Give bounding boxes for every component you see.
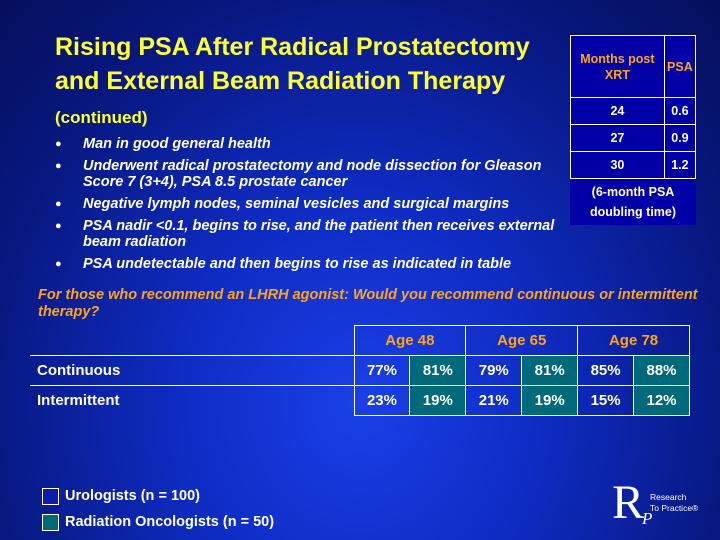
value-rad-onc: 12% [633,385,690,416]
title-main: Rising PSA After Radical Prostatectomy a… [55,33,530,95]
bullet-item: PSA undetectable and then begins to rise… [55,256,565,272]
slide-title: Rising PSA After Radical Prostatectomy a… [55,30,555,135]
psa-months: 24 [570,97,665,125]
row-label: Intermittent [30,385,354,416]
logo-r: R [612,476,645,529]
results-table: Age 48 Age 65 Age 78 Continuous 77% 81% … [30,325,690,416]
psa-note: (6-month PSA doubling time) [570,178,696,225]
legend-swatch-rad-onc [42,513,59,531]
case-bullets: Man in good general health Underwent rad… [55,136,565,278]
value-urologists: 77% [353,355,410,386]
value-urologists: 21% [465,385,522,416]
logo-line2: To Practice® [650,503,699,513]
value-urologists: 23% [353,385,410,416]
legend-urologists: Urologists (n = 100) [42,483,274,509]
row-label: Continuous [30,355,354,386]
psa-row: 24 0.6 [570,97,697,125]
survey-question: For those who recommend an LHRH agonist:… [38,287,698,320]
legend-label: Urologists (n = 100) [65,488,200,504]
bullet-item: Man in good general health [55,136,565,152]
header-psa: PSA [663,35,697,98]
bullet-item: PSA nadir <0.1, begins to rise, and the … [55,218,565,250]
legend-label: Radiation Oncologists (n = 50) [65,514,275,530]
psa-value: 0.9 [663,124,697,152]
header-spacer [30,326,354,356]
value-urologists: 85% [577,355,634,386]
header-months: Months post XRT [570,35,665,98]
logo-line1: Research [650,492,687,502]
age-header: Age 48 [353,325,466,356]
value-urologists: 15% [577,385,634,416]
psa-row: 27 0.9 [570,124,697,152]
bullet-item: Underwent radical prostatectomy and node… [55,158,565,190]
result-row-continuous: Continuous 77% 81% 79% 81% 85% 88% [30,355,690,386]
bullet-item: Negative lymph nodes, seminal vesicles a… [55,196,565,212]
value-rad-onc: 19% [409,385,466,416]
psa-row: 30 1.2 [570,151,697,179]
value-rad-onc: 19% [521,385,578,416]
value-urologists: 79% [465,355,522,386]
psa-table-header: Months post XRT PSA [570,35,697,98]
legend-swatch-urologists [42,487,59,505]
value-rad-onc: 88% [633,355,690,386]
logo-tagline: Research To Practice® [650,492,698,514]
age-header: Age 78 [577,325,690,356]
psa-months: 30 [570,151,665,179]
psa-note-row: (6-month PSA doubling time) [570,178,696,225]
age-header: Age 65 [465,325,578,356]
value-rad-onc: 81% [409,355,466,386]
legend: Urologists (n = 100) Radiation Oncologis… [42,483,274,535]
title-suffix: (continued) [55,108,148,127]
value-rad-onc: 81% [521,355,578,386]
logo-p: P [642,509,653,528]
psa-months: 27 [570,124,665,152]
research-to-practice-logo: R P Research To Practice® [612,475,717,533]
psa-table: Months post XRT PSA 24 0.6 27 0.9 30 1.2… [570,35,697,225]
result-row-intermittent: Intermittent 23% 19% 21% 19% 15% 12% [30,385,690,416]
psa-value: 0.6 [663,97,697,125]
legend-radiation-oncologists: Radiation Oncologists (n = 50) [42,509,274,535]
psa-value: 1.2 [663,151,697,179]
age-header-row: Age 48 Age 65 Age 78 [30,325,690,356]
